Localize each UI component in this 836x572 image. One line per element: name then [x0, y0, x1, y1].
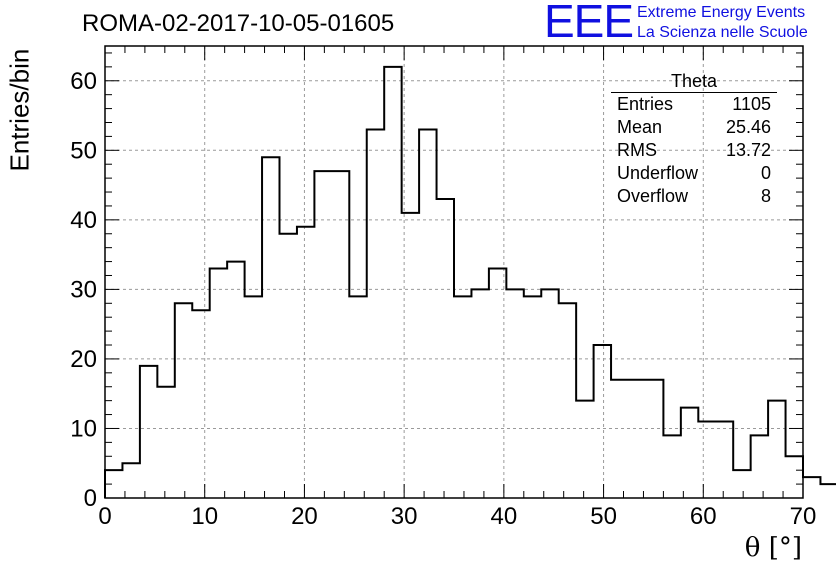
stats-label: Mean: [617, 117, 663, 137]
stats-value: 1105: [732, 94, 771, 114]
chart-title: ROMA-02-2017-10-05-01605: [82, 10, 395, 37]
stats-row-rms: RMS 13.72: [611, 139, 777, 162]
histogram-step-line: [104, 65, 836, 498]
x-tick-label: 40: [491, 503, 518, 530]
x-tick-label: 0: [98, 503, 111, 530]
stats-row-entries: Entries 1105: [611, 93, 777, 116]
stats-value: 8: [760, 186, 771, 206]
y-tick-label: 60: [70, 68, 97, 95]
y-tick-label: 50: [70, 137, 97, 164]
x-tick-label: 20: [291, 503, 318, 530]
plot-frame: [104, 45, 804, 499]
x-tick-label: 70: [790, 503, 817, 530]
stats-value: 13.72: [725, 140, 771, 160]
y-tick-label: 0: [84, 485, 97, 512]
y-tick-label: 20: [70, 346, 97, 373]
y-tick-label: 30: [70, 276, 97, 303]
stats-row-underflow: Underflow 0: [611, 162, 777, 185]
eee-logo: EEE: [544, 0, 634, 47]
x-tick-label: 10: [191, 503, 218, 530]
x-axis-label: θ [°]: [744, 533, 802, 563]
y-tick-label: 10: [70, 415, 97, 442]
x-tick-label: 30: [391, 503, 418, 530]
x-tick-label: 50: [590, 503, 617, 530]
stats-value: 0: [760, 163, 771, 183]
stats-box: Theta Entries 1105 Mean 25.46 RMS 13.72 …: [611, 70, 777, 208]
logo-line-1: Extreme Energy Events: [637, 4, 806, 21]
x-tick-label: 60: [690, 503, 717, 530]
stats-value: 25.46: [725, 117, 771, 137]
stats-row-mean: Mean 25.46: [611, 116, 777, 139]
y-tick-label: 40: [70, 207, 97, 234]
stats-title: Theta: [611, 70, 777, 93]
stats-row-overflow: Overflow 8: [611, 185, 777, 208]
stats-label: Underflow: [617, 163, 699, 183]
stats-label: Overflow: [617, 186, 689, 206]
logo-line-2: La Scienza nelle Scuole: [637, 24, 808, 41]
stats-label: RMS: [617, 140, 657, 160]
stats-label: Entries: [617, 94, 674, 114]
